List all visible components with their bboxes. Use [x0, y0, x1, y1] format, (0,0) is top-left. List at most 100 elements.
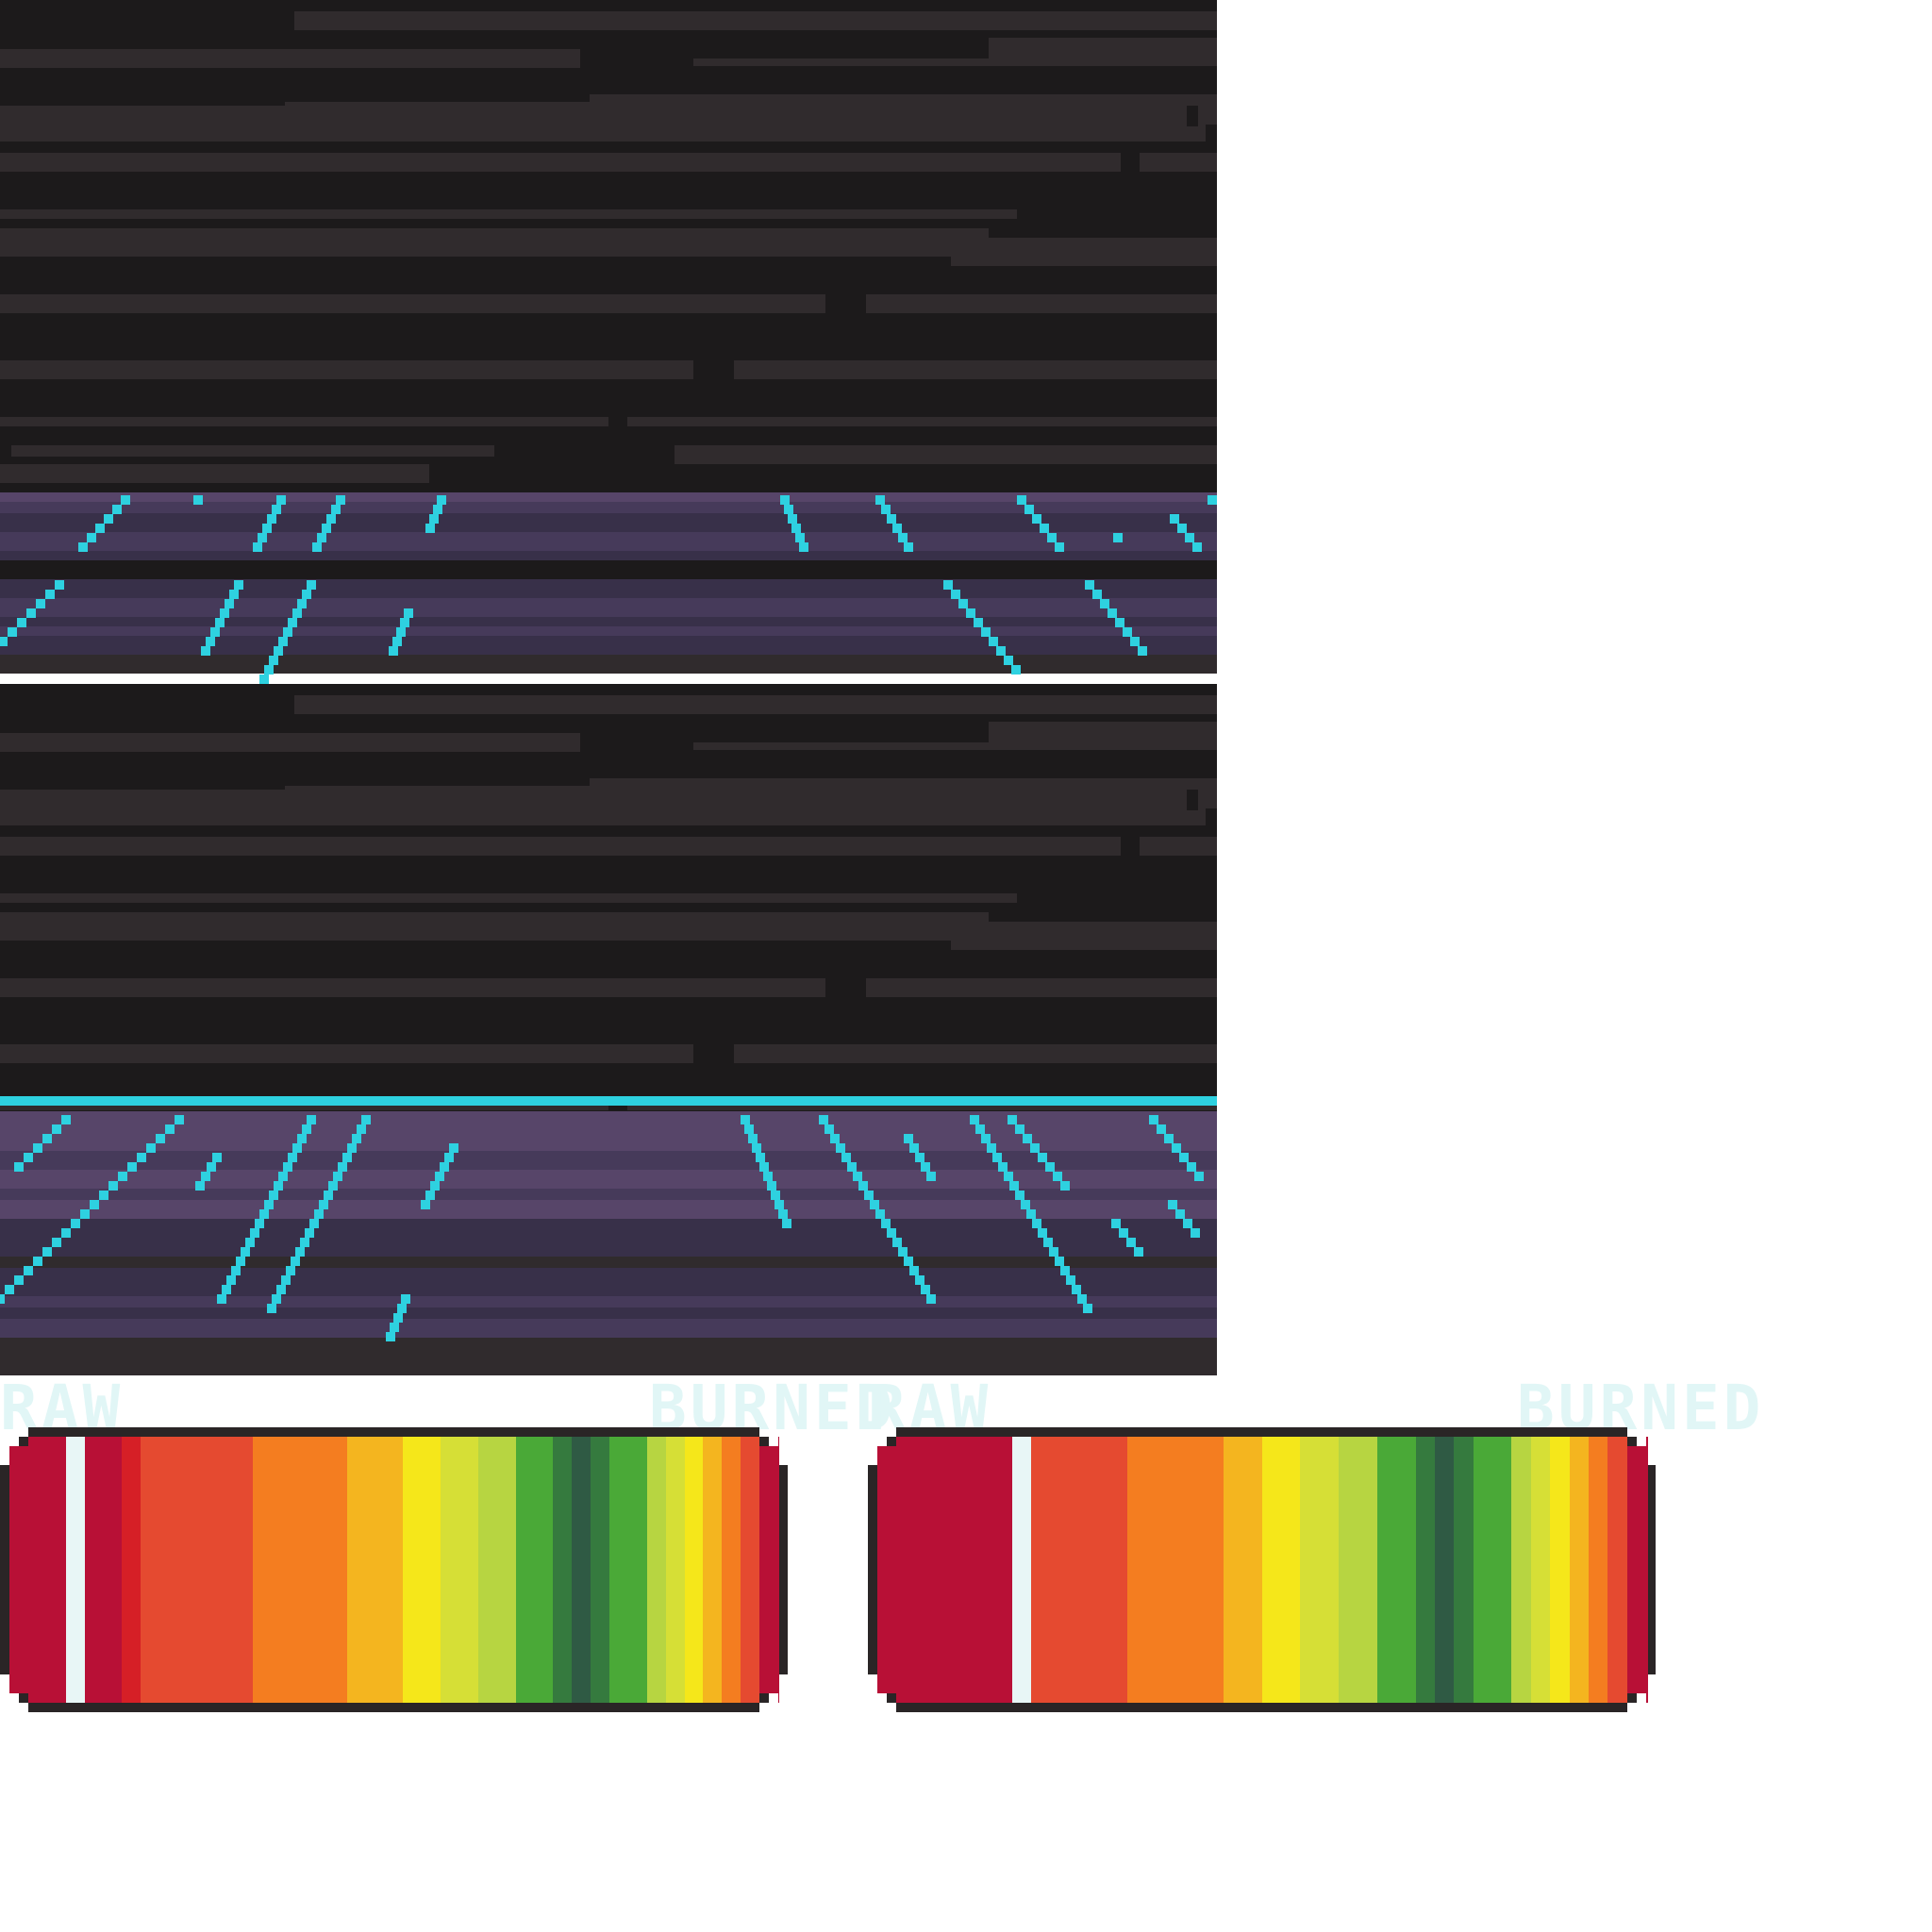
stripe	[294, 11, 1217, 30]
bar-outline	[759, 1693, 769, 1703]
rain-pixel	[386, 1332, 395, 1341]
rain-pixel	[909, 1143, 919, 1153]
stripe	[0, 417, 608, 426]
color-segment	[216, 1437, 236, 1703]
band-stripe	[0, 617, 1217, 626]
band-stripe	[0, 598, 1217, 617]
color-segment	[896, 1437, 917, 1703]
rain-pixel	[319, 1200, 328, 1209]
rain-pixel	[288, 1153, 297, 1162]
rain-pixel	[61, 1115, 71, 1124]
notch	[1206, 808, 1217, 825]
rain-pixel	[193, 495, 203, 505]
rain-pixel	[836, 1143, 845, 1153]
color-segment	[1357, 1437, 1378, 1703]
rain-pixel	[774, 1200, 784, 1209]
color-segment	[9, 1437, 29, 1703]
rain-pixel	[267, 1304, 276, 1313]
rain-pixel	[250, 1228, 259, 1238]
rain-pixel	[264, 665, 274, 675]
rain-pixel	[1004, 656, 1013, 665]
rain-pixel	[127, 1162, 137, 1172]
band-stripe	[0, 579, 1217, 598]
rain-pixel	[1066, 1275, 1075, 1285]
bar-outline	[778, 1465, 788, 1674]
bar-outline	[896, 1427, 1627, 1437]
color-segment	[1435, 1437, 1456, 1703]
purple-rain-panel-bottom	[0, 1111, 1217, 1375]
rain-pixel	[80, 1209, 90, 1219]
rain-pixel	[404, 608, 413, 618]
color-segment	[722, 1437, 741, 1703]
color-segment	[1070, 1437, 1091, 1703]
color-segment	[103, 1437, 123, 1703]
rain-pixel	[1192, 542, 1202, 552]
rain-pixel	[278, 637, 288, 646]
rain-pixel	[921, 1162, 930, 1172]
color-segment	[1146, 1437, 1167, 1703]
rain-pixel	[52, 1124, 61, 1134]
rain-pixel	[207, 1162, 216, 1172]
color-segment	[685, 1437, 705, 1703]
rain-pixel	[264, 1200, 274, 1209]
rain-pixel	[887, 514, 896, 524]
rain-pixel	[1123, 627, 1132, 637]
rain-pixel	[778, 1209, 788, 1219]
rain-pixel	[338, 1162, 347, 1172]
rain-pixel	[966, 608, 975, 618]
color-segment	[1339, 1437, 1359, 1703]
rain-pixel	[24, 1153, 33, 1162]
rain-pixel	[1060, 1266, 1070, 1275]
rain-pixel	[915, 1153, 924, 1162]
rain-pixel	[904, 1134, 913, 1143]
stripe	[0, 912, 989, 941]
color-segment	[122, 1437, 142, 1703]
rain-pixel	[1194, 1172, 1204, 1181]
rain-pixel	[875, 1209, 885, 1219]
color-segment	[1531, 1437, 1552, 1703]
bar-outline	[1646, 1465, 1656, 1674]
bar-outline	[28, 1427, 759, 1437]
rain-pixel	[440, 1162, 449, 1172]
band-stripe	[0, 1257, 1217, 1268]
rain-pixel	[272, 505, 281, 514]
color-segment	[366, 1437, 386, 1703]
rain-pixel	[992, 1153, 1002, 1162]
rain-pixel	[1038, 1153, 1047, 1162]
color-segment	[1242, 1437, 1263, 1703]
rain-pixel	[112, 505, 122, 514]
stripe	[11, 445, 494, 457]
rain-pixel	[791, 524, 801, 533]
rain-pixel	[1030, 1143, 1040, 1153]
rain-pixel	[389, 646, 398, 656]
rain-pixel	[1055, 1257, 1064, 1266]
rain-pixel	[1183, 1219, 1192, 1228]
rain-pixel	[42, 1247, 52, 1257]
rain-pixel	[220, 608, 229, 618]
rain-pixel	[989, 637, 998, 646]
color-segment	[1166, 1437, 1187, 1703]
color-segment	[385, 1437, 405, 1703]
bar-outline	[887, 1437, 896, 1446]
horizon-line	[0, 1096, 1217, 1106]
gradient-bar-burned	[868, 1427, 1656, 1712]
color-segment	[1127, 1437, 1148, 1703]
rain-pixel	[317, 533, 326, 542]
rain-pixel	[17, 618, 26, 627]
rain-pixel	[302, 590, 311, 599]
rain-pixel	[1032, 1219, 1041, 1228]
rain-pixel	[288, 618, 297, 627]
band-stripe	[0, 1219, 1217, 1257]
color-segment	[66, 1437, 86, 1703]
stripe	[0, 153, 1121, 172]
rain-pixel	[234, 580, 243, 590]
rain-pixel	[229, 590, 239, 599]
color-segment	[1204, 1437, 1224, 1703]
color-segment	[666, 1437, 686, 1703]
rain-pixel	[771, 1191, 780, 1200]
rain-pixel	[253, 542, 262, 552]
rain-pixel	[421, 1200, 430, 1209]
color-segment	[1089, 1437, 1109, 1703]
rain-pixel	[14, 1275, 24, 1285]
rain-pixel	[33, 1143, 42, 1153]
